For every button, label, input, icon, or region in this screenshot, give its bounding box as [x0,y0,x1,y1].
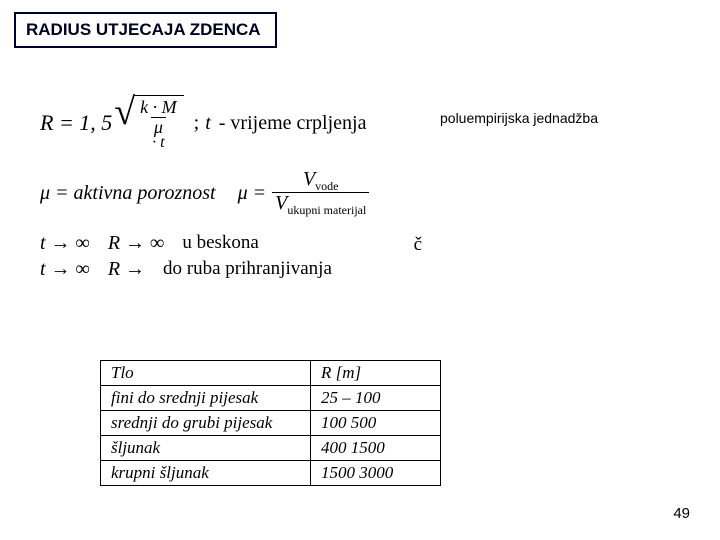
t-description: - vrijeme crpljenja [219,113,367,133]
limits-block: č t → ∞ R → ∞ u beskona t → ∞ R → do rub… [40,233,430,279]
limit-row-1: t → ∞ R → ∞ u beskona [40,233,430,253]
annotation-label: poluempirijska jednadžba [440,110,598,126]
table-row: šljunak 400 1500 [101,436,441,461]
fraction-kM-mu: k · M μ [137,98,179,137]
table-row: krupni šljunak 1500 3000 [101,461,441,486]
semicolon: ; [194,113,200,133]
times-t: · t [152,135,164,151]
soil-radius-table: Tlo R [m] fini do srednji pijesak 25 – 1… [100,360,441,486]
mu-equation: μ = Vvode Vukupni materijal [238,169,370,217]
R-arrow: R → [108,259,145,279]
cell-r: 25 – 100 [311,386,441,411]
limit-text-2: do ruba prihranjivanja [163,259,332,278]
t-var: t [205,113,211,133]
radicand: k · M μ · t [133,95,183,151]
table-row: srednji do grubi pijesak 100 500 [101,411,441,436]
V-den-sub: ukupni materijal [287,203,366,217]
cell-soil: fini do srednji pijesak [101,386,311,411]
sqrt-expression: √ k · M μ · t [114,95,183,151]
limit-row-2: t → ∞ R → do ruba prihranjivanja [40,259,430,279]
frac-num: k · M [137,98,179,117]
mu-frac-den: Vukupni materijal [272,192,369,217]
cell-r: 400 1500 [311,436,441,461]
t-inf-1: t → ∞ [40,233,90,253]
cell-soil: krupni šljunak [101,461,311,486]
table-header-row: Tlo R [m] [101,361,441,386]
header-soil: Tlo [101,361,311,386]
table-row: fini do srednji pijesak 25 – 100 [101,386,441,411]
R-inf: R → ∞ [108,233,164,253]
limit-text-1: u beskona [182,233,259,252]
t-inf-2: t → ∞ [40,259,90,279]
radical-sign: √ [114,95,135,151]
formula-lhs: R = 1, 5 [40,112,112,134]
mu-fraction: Vvode Vukupni materijal [272,169,369,217]
V-num-sub: vode [315,179,338,193]
cell-soil: šljunak [101,436,311,461]
V-den: V [275,192,287,214]
formula-block: R = 1, 5 √ k · M μ · t ; t - vrijeme crp… [40,95,430,285]
mu-eq-lhs: μ = [238,183,267,203]
cell-soil: srednji do grubi pijesak [101,411,311,436]
mu-label: μ = aktivna poroznost [40,183,216,203]
cell-r: 100 500 [311,411,441,436]
formula-row-1: R = 1, 5 √ k · M μ · t ; t - vrijeme crp… [40,95,430,151]
V-num: V [303,168,315,190]
porosity-row: μ = aktivna poroznost μ = Vvode Vukupni … [40,169,430,217]
mu-frac-num: Vvode [300,169,342,193]
stray-char: č [414,235,422,254]
page-number: 49 [673,505,690,522]
page-title: RADIUS UTJECAJA ZDENCA [14,12,277,48]
cell-r: 1500 3000 [311,461,441,486]
header-r: R [m] [311,361,441,386]
